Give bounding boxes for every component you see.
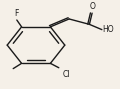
Text: O: O bbox=[89, 2, 95, 11]
Text: F: F bbox=[15, 9, 19, 18]
Text: HO: HO bbox=[102, 25, 114, 34]
Text: Cl: Cl bbox=[62, 70, 70, 79]
